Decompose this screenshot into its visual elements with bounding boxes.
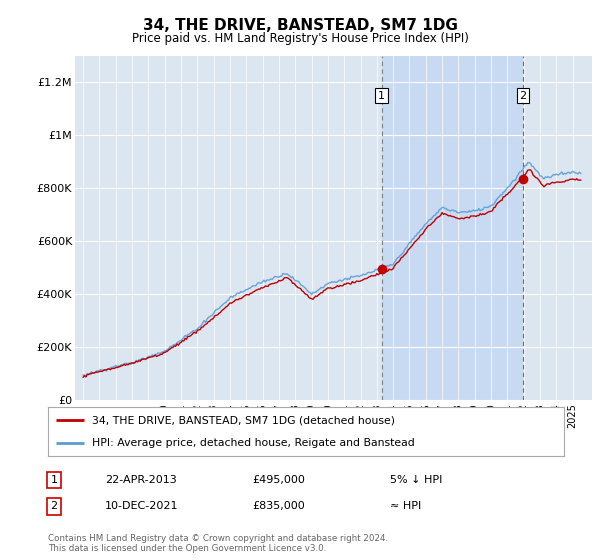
Text: 34, THE DRIVE, BANSTEAD, SM7 1DG (detached house): 34, THE DRIVE, BANSTEAD, SM7 1DG (detach… xyxy=(92,416,395,426)
Text: HPI: Average price, detached house, Reigate and Banstead: HPI: Average price, detached house, Reig… xyxy=(92,438,415,448)
Text: £495,000: £495,000 xyxy=(252,475,305,485)
Text: 22-APR-2013: 22-APR-2013 xyxy=(105,475,177,485)
Text: ≈ HPI: ≈ HPI xyxy=(390,501,421,511)
Bar xyxy=(382,56,523,400)
Text: 5% ↓ HPI: 5% ↓ HPI xyxy=(390,475,442,485)
Text: 1: 1 xyxy=(378,91,385,101)
Text: Contains HM Land Registry data © Crown copyright and database right 2024.
This d: Contains HM Land Registry data © Crown c… xyxy=(48,534,388,553)
Text: 34, THE DRIVE, BANSTEAD, SM7 1DG: 34, THE DRIVE, BANSTEAD, SM7 1DG xyxy=(143,18,457,33)
Text: 2: 2 xyxy=(50,501,58,511)
Text: 1: 1 xyxy=(50,475,58,485)
Text: 2: 2 xyxy=(519,91,526,101)
Text: Price paid vs. HM Land Registry's House Price Index (HPI): Price paid vs. HM Land Registry's House … xyxy=(131,32,469,45)
Text: 10-DEC-2021: 10-DEC-2021 xyxy=(105,501,179,511)
Text: £835,000: £835,000 xyxy=(252,501,305,511)
